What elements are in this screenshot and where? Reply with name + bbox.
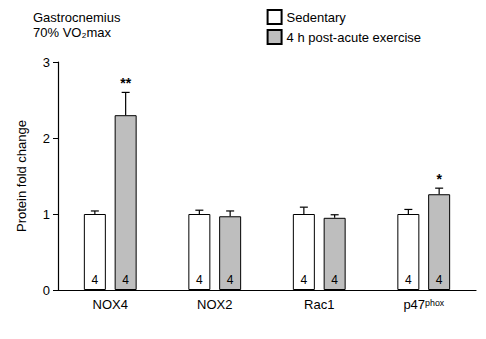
svg-text:NOX2: NOX2 [197, 297, 232, 312]
svg-text:4: 4 [436, 273, 443, 287]
svg-text:NOX4: NOX4 [93, 297, 128, 312]
svg-text:Protein fold change: Protein fold change [14, 120, 29, 232]
svg-text:Rac1: Rac1 [304, 297, 334, 312]
svg-text:4: 4 [331, 273, 338, 287]
svg-text:p47ᵖʰᵒˣ: p47ᵖʰᵒˣ [403, 297, 444, 312]
svg-text:4 h post-acute exercise: 4 h post-acute exercise [287, 30, 421, 45]
svg-text:*: * [436, 171, 442, 187]
svg-text:Sedentary: Sedentary [287, 10, 347, 25]
svg-text:3: 3 [43, 55, 50, 70]
svg-text:70% VO₂max: 70% VO₂max [33, 25, 112, 40]
svg-text:**: ** [120, 75, 131, 91]
svg-text:Gastrocnemius: Gastrocnemius [33, 10, 121, 25]
svg-text:4: 4 [196, 273, 203, 287]
svg-text:1: 1 [43, 207, 50, 222]
svg-text:4: 4 [92, 273, 99, 287]
svg-text:4: 4 [227, 273, 234, 287]
svg-text:2: 2 [43, 131, 50, 146]
svg-text:4: 4 [405, 273, 412, 287]
svg-text:4: 4 [122, 273, 129, 287]
svg-text:4: 4 [301, 273, 308, 287]
svg-text:0: 0 [43, 283, 50, 298]
